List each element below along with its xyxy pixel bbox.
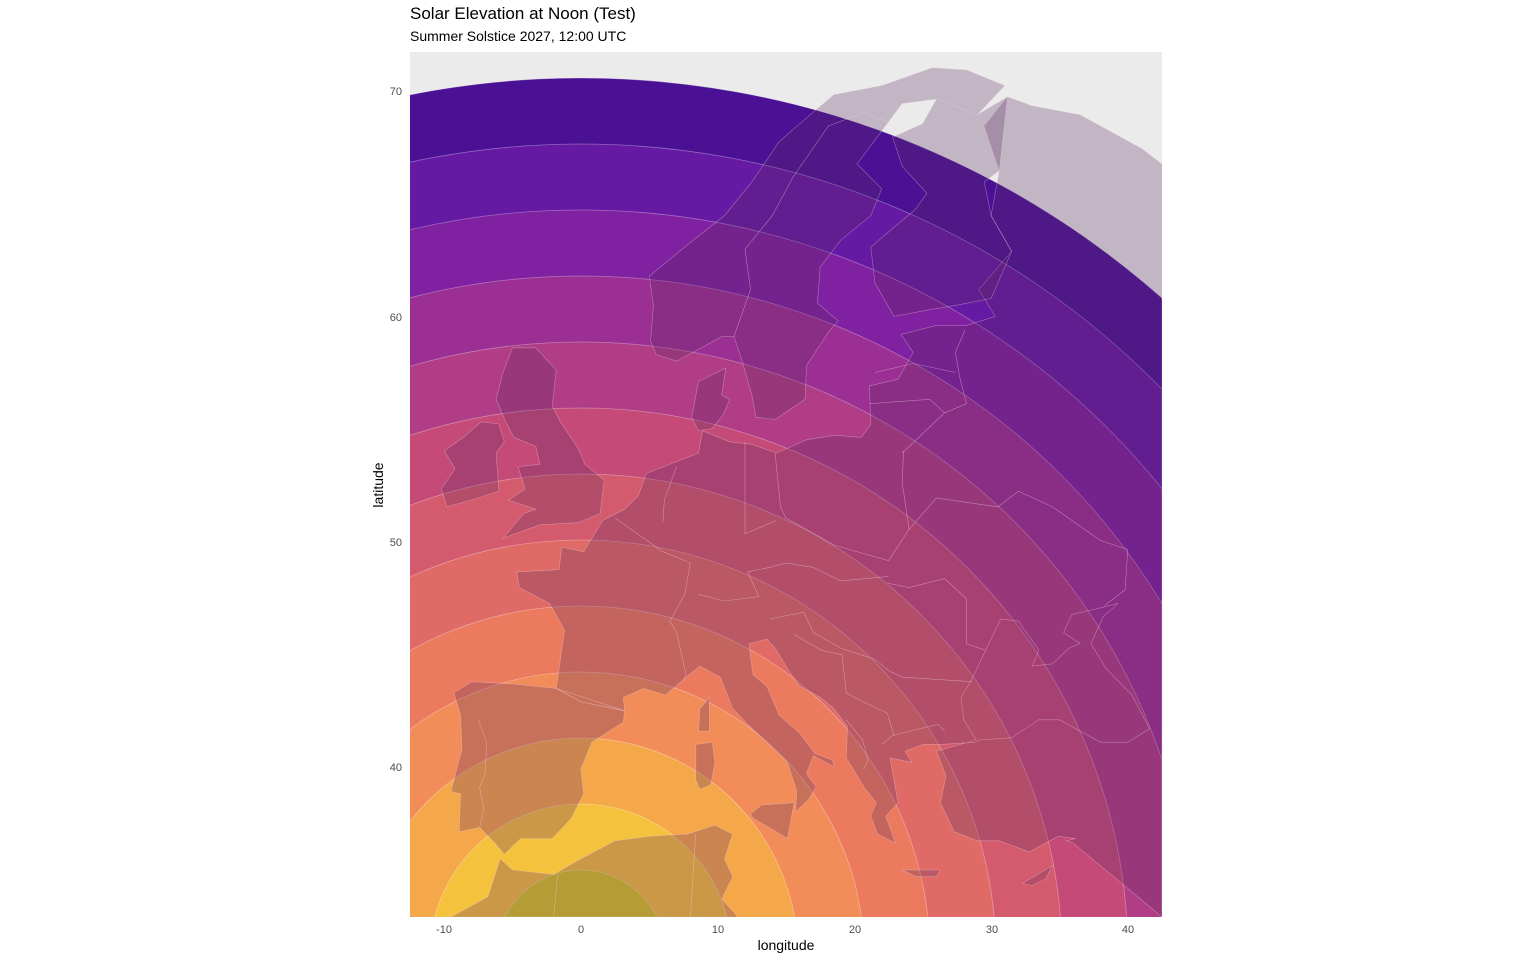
- land-polygon: [648, 67, 1012, 420]
- border-line: [887, 578, 986, 651]
- x-tick-label: 40: [1122, 924, 1134, 936]
- x-axis-title: longitude: [758, 937, 815, 953]
- border-line: [794, 634, 895, 736]
- border-line: [556, 688, 625, 712]
- border-line: [774, 450, 910, 562]
- y-axis-title: latitude: [370, 462, 386, 507]
- border-line: [881, 723, 945, 745]
- x-axis: -10 0 10 20 30 40: [436, 924, 1134, 936]
- plot-title: Solar Elevation at Noon (Test): [410, 4, 636, 23]
- border-line: [478, 719, 487, 828]
- land-polygon: [750, 802, 795, 840]
- elevation-bands: [410, 77, 1162, 917]
- y-tick-label: 50: [390, 537, 402, 549]
- land-polygon: [698, 696, 710, 732]
- land-polygon: [450, 681, 626, 855]
- land-polygon: [441, 421, 505, 508]
- plot-subtitle: Summer Solstice 2027, 12:00 UTC: [410, 28, 627, 44]
- border-line: [733, 112, 907, 337]
- x-tick-label: 30: [986, 924, 998, 936]
- elevation-band: [434, 803, 728, 917]
- border-line: [614, 517, 691, 680]
- border-line: [874, 363, 956, 373]
- land-polygon: [695, 741, 716, 790]
- elevation-band: [504, 869, 658, 917]
- land-polygon: [516, 96, 1162, 917]
- border-line: [744, 441, 777, 535]
- y-axis: 70 60 50 40: [390, 86, 402, 774]
- border-line: [662, 466, 677, 523]
- border-line: [908, 490, 1129, 606]
- y-tick-label: 60: [390, 312, 402, 324]
- land-polygon: [410, 824, 739, 917]
- border-line: [698, 562, 889, 602]
- x-tick-label: 0: [578, 924, 584, 936]
- y-tick-label: 40: [390, 762, 402, 774]
- border-line: [690, 834, 697, 917]
- x-tick-label: 20: [849, 924, 861, 936]
- border-line: [901, 329, 967, 454]
- land-polygon: [1021, 864, 1054, 886]
- land-polygon: [495, 347, 605, 539]
- border-line: [769, 611, 972, 682]
- border-line: [553, 874, 558, 917]
- border-line: [845, 719, 869, 770]
- land-masses: [410, 67, 1162, 917]
- x-tick-label: 10: [712, 924, 724, 936]
- land-polygon: [691, 367, 731, 432]
- land-polygon: [902, 869, 942, 878]
- x-tick-label: -10: [436, 924, 452, 936]
- y-tick-label: 70: [390, 86, 402, 98]
- country-borders: [478, 112, 1129, 917]
- border-line: [869, 398, 945, 414]
